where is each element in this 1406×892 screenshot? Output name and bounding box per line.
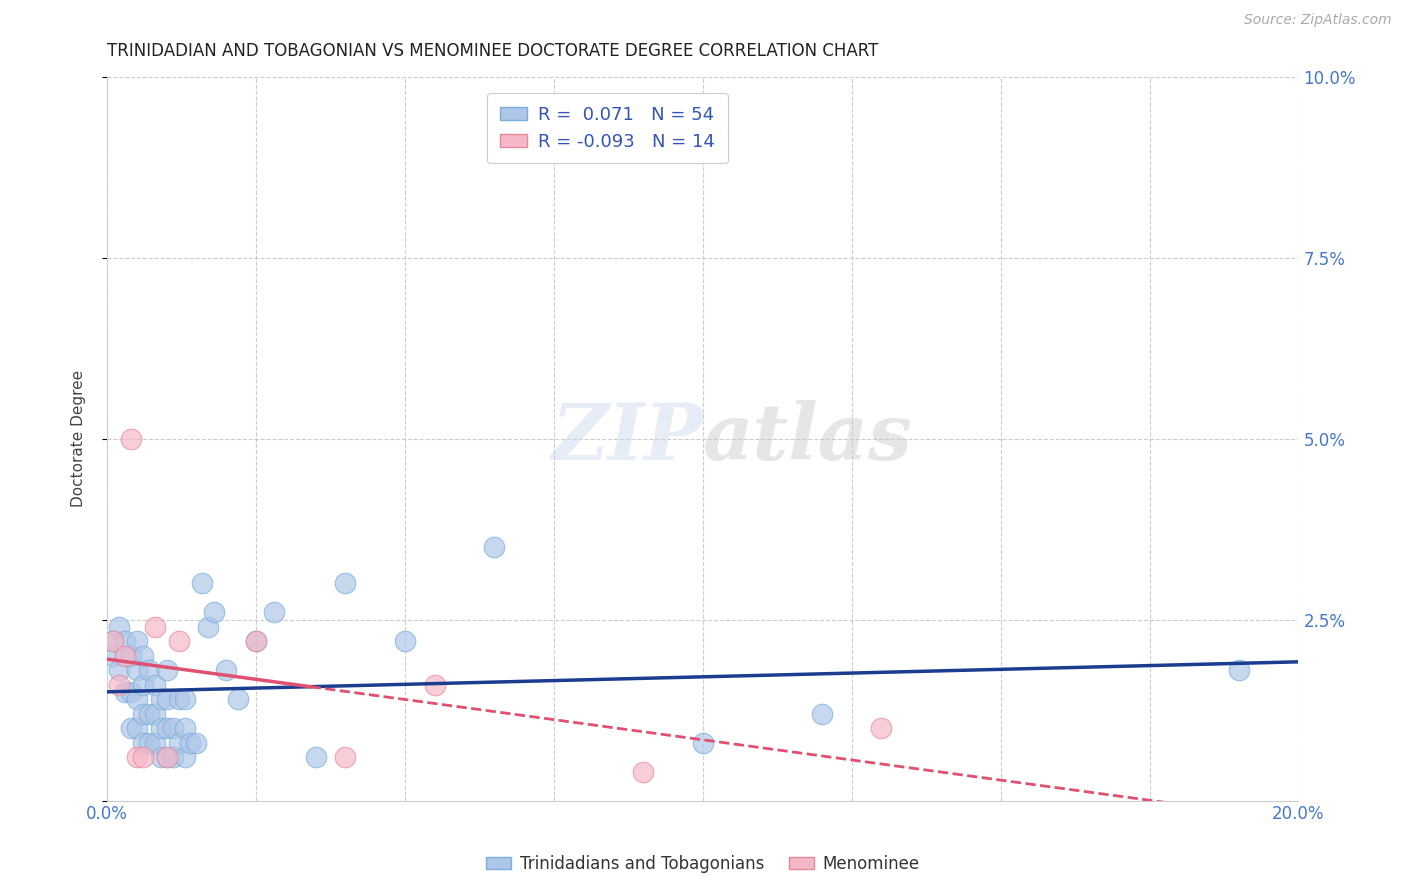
Point	[197, 620, 219, 634]
Y-axis label: Doctorate Degree: Doctorate Degree	[72, 370, 86, 508]
Point	[692, 736, 714, 750]
Point	[108, 663, 131, 677]
Point	[245, 634, 267, 648]
Point	[132, 648, 155, 663]
Text: ZIP: ZIP	[551, 401, 703, 477]
Point	[120, 685, 142, 699]
Point	[114, 648, 136, 663]
Point	[484, 540, 506, 554]
Point	[149, 692, 172, 706]
Legend: R =  0.071   N = 54, R = -0.093   N = 14: R = 0.071 N = 54, R = -0.093 N = 14	[488, 93, 727, 163]
Point	[132, 678, 155, 692]
Point	[125, 692, 148, 706]
Point	[156, 721, 179, 735]
Point	[335, 750, 357, 764]
Point	[143, 678, 166, 692]
Text: Source: ZipAtlas.com: Source: ZipAtlas.com	[1244, 13, 1392, 28]
Point	[120, 648, 142, 663]
Point	[811, 706, 834, 721]
Point	[245, 634, 267, 648]
Point	[167, 736, 190, 750]
Point	[143, 736, 166, 750]
Point	[173, 750, 195, 764]
Point	[1227, 663, 1250, 677]
Point	[167, 692, 190, 706]
Point	[156, 663, 179, 677]
Point	[167, 634, 190, 648]
Point	[631, 764, 654, 779]
Point	[138, 736, 160, 750]
Point	[179, 736, 201, 750]
Point	[202, 606, 225, 620]
Point	[149, 721, 172, 735]
Point	[132, 750, 155, 764]
Point	[394, 634, 416, 648]
Point	[132, 736, 155, 750]
Point	[114, 648, 136, 663]
Legend: Trinidadians and Tobagonians, Menominee: Trinidadians and Tobagonians, Menominee	[479, 848, 927, 880]
Point	[132, 706, 155, 721]
Point	[156, 750, 179, 764]
Point	[120, 432, 142, 446]
Point	[173, 721, 195, 735]
Point	[335, 576, 357, 591]
Point	[149, 750, 172, 764]
Point	[162, 750, 184, 764]
Point	[304, 750, 326, 764]
Point	[143, 620, 166, 634]
Point	[125, 750, 148, 764]
Point	[120, 721, 142, 735]
Point	[125, 634, 148, 648]
Point	[186, 736, 208, 750]
Point	[101, 634, 124, 648]
Point	[191, 576, 214, 591]
Point	[263, 606, 285, 620]
Point	[125, 663, 148, 677]
Point	[870, 721, 893, 735]
Text: atlas: atlas	[703, 401, 912, 477]
Point	[173, 692, 195, 706]
Point	[423, 678, 446, 692]
Point	[114, 634, 136, 648]
Point	[162, 721, 184, 735]
Point	[101, 648, 124, 663]
Point	[215, 663, 238, 677]
Point	[156, 750, 179, 764]
Point	[138, 663, 160, 677]
Text: TRINIDADIAN AND TOBAGONIAN VS MENOMINEE DOCTORATE DEGREE CORRELATION CHART: TRINIDADIAN AND TOBAGONIAN VS MENOMINEE …	[107, 42, 879, 60]
Point	[143, 706, 166, 721]
Point	[138, 706, 160, 721]
Point	[226, 692, 249, 706]
Point	[125, 721, 148, 735]
Point	[114, 685, 136, 699]
Point	[101, 634, 124, 648]
Point	[156, 692, 179, 706]
Point	[108, 678, 131, 692]
Point	[108, 620, 131, 634]
